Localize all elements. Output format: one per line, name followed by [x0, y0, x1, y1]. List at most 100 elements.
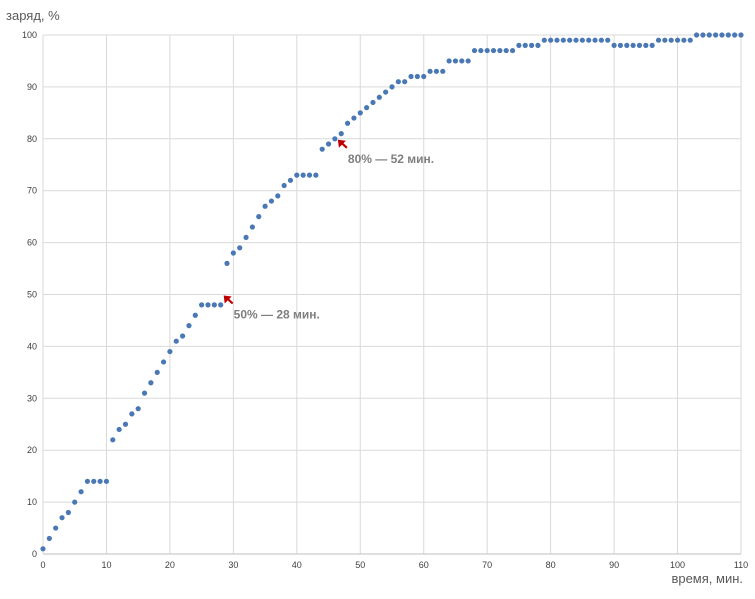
data-point — [725, 32, 731, 38]
data-point — [160, 359, 167, 365]
data-point — [65, 509, 71, 516]
data-point — [662, 37, 668, 43]
data-point — [351, 115, 357, 121]
data-point — [300, 172, 306, 178]
annotation-label: 50% — 28 мин. — [234, 308, 320, 322]
data-point — [421, 73, 427, 80]
data-point — [110, 437, 116, 443]
data-point — [541, 37, 547, 43]
data-point — [529, 42, 535, 48]
x-tick-label: 10 — [101, 560, 111, 570]
y-tick-label: 30 — [27, 393, 37, 403]
data-point — [84, 478, 91, 484]
data-point — [693, 32, 700, 38]
data-point — [573, 37, 579, 43]
tick-labels: 0 10 20 30 40 50 60 70 80 90 100 0 10 20 30 40 50 60 70 80 9… — [22, 30, 748, 570]
data-point — [129, 411, 135, 417]
data-point — [497, 47, 503, 54]
y-tick-label: 50 — [27, 290, 37, 300]
x-tick-label: 30 — [228, 560, 238, 570]
data-point — [478, 47, 484, 54]
data-point — [173, 338, 179, 344]
x-tick-label: 100 — [670, 560, 685, 570]
data-point — [135, 406, 141, 412]
data-point — [719, 32, 725, 38]
data-point — [700, 32, 706, 38]
data-point — [605, 37, 611, 43]
data-point — [414, 73, 420, 80]
annotation-arrowhead — [223, 295, 232, 304]
data-point — [408, 73, 414, 80]
data-point — [636, 42, 643, 48]
data-point — [344, 120, 351, 126]
data-point — [370, 99, 376, 106]
data-point — [40, 546, 46, 552]
annotations: 50% — 28 мин. 80% — 52 мин. — [223, 139, 434, 322]
data-point — [560, 37, 566, 43]
data-point — [452, 58, 459, 64]
data-point — [674, 37, 681, 43]
data-point — [281, 182, 287, 189]
data-point — [294, 172, 300, 178]
data-point — [186, 323, 192, 329]
data-point — [59, 515, 65, 521]
data-point — [192, 312, 198, 318]
data-point — [548, 37, 554, 43]
data-point — [78, 489, 84, 495]
x-axis-title: время, мин. — [671, 571, 743, 586]
data-point — [611, 42, 617, 48]
data-point — [224, 260, 230, 266]
data-point — [554, 37, 560, 43]
data-point — [53, 525, 59, 531]
data-point — [395, 79, 401, 85]
data-point — [205, 302, 211, 308]
data-point — [262, 203, 268, 209]
y-tick-label: 40 — [27, 341, 37, 351]
x-tick-label: 0 — [40, 560, 45, 570]
data-point — [268, 198, 275, 204]
data-point — [459, 58, 465, 64]
data-point — [364, 105, 370, 111]
axes — [42, 35, 741, 555]
data-point — [180, 333, 186, 339]
data-point — [484, 47, 490, 54]
data-point — [211, 302, 217, 308]
data-point — [46, 535, 52, 542]
x-tick-label: 110 — [734, 560, 748, 570]
data-point — [617, 42, 624, 48]
data-point — [503, 47, 509, 54]
data-point — [465, 58, 471, 64]
data-point — [319, 146, 325, 152]
y-tick-label: 100 — [22, 30, 37, 40]
data-point — [427, 68, 433, 74]
data-point — [243, 234, 249, 241]
data-point — [72, 499, 78, 505]
data-point — [630, 42, 636, 48]
annotation-label: 80% — 52 мин. — [348, 152, 434, 166]
data-point — [332, 136, 338, 142]
data-point — [199, 302, 205, 308]
data-point — [376, 94, 382, 100]
data-point — [471, 47, 478, 54]
data-point — [732, 32, 738, 38]
data-point — [509, 47, 516, 54]
data-point — [230, 250, 236, 256]
data-point — [141, 390, 148, 396]
y-axis-title: заряд, % — [6, 8, 60, 23]
x-tick-label: 40 — [292, 560, 302, 570]
data-point — [313, 172, 319, 178]
data-point — [567, 37, 573, 43]
x-tick-label: 70 — [482, 560, 492, 570]
data-point — [338, 131, 344, 137]
data-point — [516, 42, 522, 48]
x-tick-label: 50 — [355, 560, 365, 570]
y-tick-label: 90 — [27, 82, 37, 92]
data-point — [592, 37, 598, 43]
data-point — [325, 141, 332, 147]
data-point — [586, 37, 592, 43]
data-point — [237, 245, 243, 251]
y-tick-label: 70 — [27, 186, 37, 196]
annotation-arrowhead — [337, 139, 346, 148]
data-point — [649, 42, 655, 48]
grid — [43, 34, 742, 554]
